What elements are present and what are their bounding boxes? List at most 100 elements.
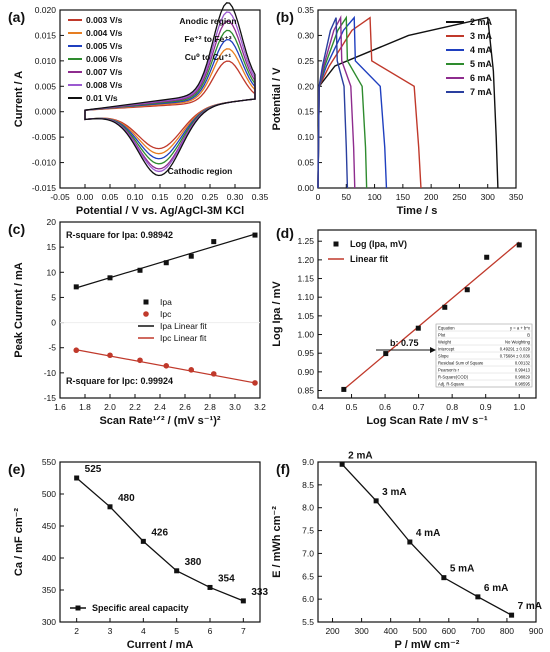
x-tick-label: 7 <box>241 626 246 636</box>
y-tick-label: 0.30 <box>297 30 314 40</box>
y-tick-label: 0.85 <box>297 386 314 396</box>
y-tick-label: 8.0 <box>302 503 314 513</box>
table-cell: 0.49291 ± 0.029 <box>500 347 531 352</box>
x-tick-label: 300 <box>481 192 495 202</box>
data-point <box>137 357 143 364</box>
legend-label: Ipc <box>160 309 172 319</box>
x-tick-label: 0.4 <box>312 402 324 412</box>
legend-label: Specific areal capacity <box>92 603 189 613</box>
legend-label: 0.007 V/s <box>86 67 123 77</box>
y-tick-label: 5.5 <box>302 617 314 627</box>
x-tick-label: 300 <box>355 626 369 636</box>
data-point <box>341 386 347 392</box>
y-tick-label: 0.10 <box>297 132 314 142</box>
x-tick-label: -0.05 <box>50 192 70 202</box>
data-point <box>441 575 447 581</box>
y-tick-label: 1.15 <box>297 274 314 284</box>
series-line <box>341 463 512 616</box>
data-point <box>210 371 217 377</box>
data-point <box>188 253 194 259</box>
data-label: 525 <box>85 464 102 475</box>
y-tick-label: 20 <box>47 217 57 227</box>
panel-label: (f) <box>276 461 290 477</box>
panel-d: (d) 0.4 0.5 0.6 0.7 0.8 0.9 1.0 0.85 0.90 0.95 1.00… <box>271 225 537 427</box>
table-cell: y = a + b*x <box>510 326 531 331</box>
data-point <box>137 267 143 273</box>
x-tick-label: 0.7 <box>413 402 425 412</box>
data-label: 2 mA <box>348 450 372 461</box>
x-tick-label: 0.15 <box>152 192 169 202</box>
data-point <box>373 498 379 504</box>
y-tick-label: 0.010 <box>35 56 57 66</box>
x-tick-label: 2.4 <box>154 402 166 412</box>
x-tick-label: 800 <box>500 626 514 636</box>
data-point <box>140 538 146 544</box>
x-tick-label: 0.05 <box>102 192 119 202</box>
table-cell: R-Square(COD) <box>438 375 469 380</box>
x-axis-label: Potential / V vs. Ag/AgCl-3M KCl <box>76 205 244 217</box>
legend-label: Linear fit <box>350 254 388 264</box>
y-tick-label: 0.020 <box>35 5 57 15</box>
x-tick-label: 250 <box>452 192 466 202</box>
x-tick-label: 0.10 <box>127 192 144 202</box>
x-axis-label: Log Scan Rate / mV s⁻¹ <box>366 415 488 427</box>
y-tick-label: 1.25 <box>297 236 314 246</box>
panel-label: (d) <box>276 225 294 241</box>
annotation: R-square for Ipc: 0.99924 <box>66 376 173 386</box>
panel-label: (a) <box>8 9 25 25</box>
plot-frame <box>317 229 537 399</box>
y-tick-label: 400 <box>42 553 56 563</box>
x-tick-label: 0.20 <box>177 192 194 202</box>
table-cell: Intercept <box>438 347 455 352</box>
data-point <box>240 598 246 604</box>
legend-label: 0.003 V/s <box>86 15 123 25</box>
table-cell: Plot <box>438 333 446 338</box>
data-label: 333 <box>251 587 268 598</box>
table-cell: 0.98829 <box>515 375 531 380</box>
x-axis-label: Scan Rate¹ᐟ² / (mV s⁻¹)² <box>99 415 220 427</box>
panel-c: (c) 1.6 1.8 2.0 2.2 2.4 2.6 2.8 3.0 3.2 -15 -10 -5 0 5… <box>8 217 266 427</box>
y-tick-label: 0.05 <box>297 158 314 168</box>
legend-label: 0.006 V/s <box>86 54 123 64</box>
legend-swatch <box>143 311 149 317</box>
legend-label: 4 mA <box>470 45 493 55</box>
x-tick-label: 3.0 <box>229 402 241 412</box>
table-cell: Pearson's r <box>438 368 460 373</box>
y-axis-label: Ca / mF cm⁻² <box>13 508 25 576</box>
y-tick-label: 0.005 <box>35 81 57 91</box>
x-tick-label: 0.5 <box>346 402 358 412</box>
data-label: 354 <box>218 573 235 584</box>
annotation: Cathodic region <box>168 166 233 176</box>
y-tick-label: 10 <box>47 267 57 277</box>
panel-label: (b) <box>276 9 294 25</box>
y-tick-label: 0.90 <box>297 367 314 377</box>
y-tick-label: -0.010 <box>32 158 56 168</box>
annotation: R-square for Ipa: 0.98942 <box>66 230 173 240</box>
data-point <box>339 461 345 467</box>
fit-line <box>343 241 520 390</box>
x-tick-label: 0 <box>316 192 321 202</box>
x-tick-label: 350 <box>509 192 523 202</box>
y-tick-label: 550 <box>42 457 56 467</box>
data-point <box>442 304 448 310</box>
panel-f: (f) 200 300 400 500 600 700 800 900 5.5 6.0 6.5 7.0 7… <box>271 450 543 651</box>
y-tick-label: 350 <box>42 585 56 595</box>
x-tick-label: 700 <box>471 626 485 636</box>
x-tick-label: 100 <box>367 192 381 202</box>
panel-a: (a) -0.05 0.00 0.05 0.10 0.15 0.20 0.25 0.30 0.35… <box>8 2 269 217</box>
data-point <box>107 504 113 510</box>
legend-label: 6 mA <box>470 73 493 83</box>
y-tick-label: 7.5 <box>302 526 314 536</box>
legend-label: Ipa Linear fit <box>160 321 207 331</box>
x-tick-label: 1.6 <box>54 402 66 412</box>
legend-swatch <box>75 605 81 611</box>
panel-e: (e) 2 3 4 5 6 7 300 350 400 450 500 550 Current / mA C… <box>8 457 268 651</box>
data-point <box>107 275 113 281</box>
data-point <box>174 568 180 574</box>
data-point <box>73 347 80 354</box>
data-point <box>464 287 470 293</box>
annotation: b: 0.75 <box>390 338 419 348</box>
x-tick-label: 6 <box>208 626 213 636</box>
y-axis-label: Peak Current / mA <box>13 262 25 357</box>
